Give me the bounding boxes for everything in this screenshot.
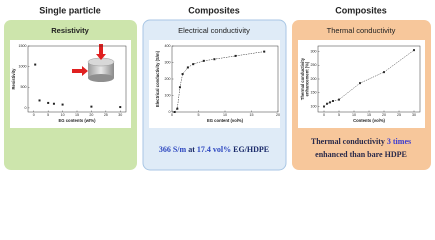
page: {"headings": ["Single particle", "Compos… [4,5,431,171]
x-tick-label: 25 [397,113,401,117]
caption-part: 366 S/m [159,145,187,154]
y-tick-label: 200 [311,77,317,81]
x-tick-label: 5 [338,113,340,117]
x-tick-label: 15 [367,113,371,117]
data-line [323,49,415,107]
y-axis-label: Thermal conductivity [300,57,305,100]
panel-heading: Composites [335,5,387,15]
particle-icon [72,44,115,82]
x-tick-label: 20 [382,113,386,117]
data-point [323,105,325,108]
x-tick-label: 0 [323,113,325,117]
caption: Thermal conductivity 3 times [311,137,411,146]
caption-part: EG/HDPE [231,145,269,154]
y-axis-label: Resistivity [11,68,16,90]
y-tick-label: 0 [169,110,171,114]
y-tick-label: 300 [165,60,171,64]
y-tick-label: 100 [165,93,171,97]
data-point [263,50,266,53]
data-point [326,102,328,105]
x-tick-label: 0 [33,113,35,117]
plot-bg [149,40,280,128]
data-point [38,99,41,102]
y-tick-label: 1000 [19,65,27,69]
data-point [413,49,415,52]
data-point [338,98,340,101]
data-point [332,100,334,102]
data-point [383,71,385,74]
x-tick-label: 15 [75,113,79,117]
data-point [192,63,195,66]
caption-part: 17.4 vol% [197,145,231,154]
x-axis-label: EG content (vol%) [207,118,244,123]
data-point [61,103,64,106]
data-point [329,101,331,104]
data-line [174,51,265,113]
x-tick-label: 0 [171,113,173,117]
x-tick-label: 10 [352,113,356,117]
y-tick-label: 200 [165,77,171,81]
x-tick-label: 10 [223,113,227,117]
data-point [34,63,37,66]
panel-heading: Single particle [39,5,101,15]
caption: 366 S/m at 17.4 vol% EG/HDPE [159,145,269,154]
y-tick-label: 0 [25,106,27,110]
caption-part: Thermal conductivity [311,137,387,146]
x-tick-label: 20 [89,113,93,117]
caption-part: 3 times [387,137,411,146]
x-tick-label: 10 [61,113,65,117]
data-point [181,73,184,76]
chart-title: Thermal conductivity [327,26,396,35]
y-tick-label: 400 [165,44,171,48]
y-axis-label: enhancement (%) [305,61,310,96]
chart-title: Electrical conductivity [178,26,250,35]
chart-title: Resistivity [51,26,89,35]
figure: Single particle Composites Composites Resis… [4,5,431,171]
data-point [47,101,50,104]
plot-bg [298,40,425,128]
data-point [359,82,361,85]
plot-bg [10,40,131,128]
data-point [178,86,181,89]
y-tick-label: 300 [311,49,317,53]
caption-part: enhanced than bare HDPE [315,150,407,159]
data-point [173,111,176,113]
x-tick-label: 5 [47,113,49,117]
data-point [176,107,179,110]
y-tick-label: 250 [311,63,317,67]
data-point [234,54,237,57]
y-tick-label: 500 [21,85,27,89]
x-tick-label: 30 [412,113,416,117]
x-tick-label: 20 [276,113,280,117]
data-point [213,58,216,61]
data-point [52,102,55,105]
y-tick-label: 100 [311,104,317,108]
caption-part: at [186,145,197,154]
x-tick-label: 30 [118,113,122,117]
x-tick-label: 25 [104,113,108,117]
y-tick-label: 1500 [19,44,27,48]
y-tick-label: 150 [311,91,317,95]
caption: enhanced than bare HDPE [315,150,407,159]
x-axis-label: EG contents (wt%) [59,118,97,123]
y-axis-label: Electrical conductivity (S/m) [155,50,160,107]
data-point [90,105,93,108]
data-point [119,106,122,109]
x-tick-label: 15 [250,113,254,117]
panel-heading: Composites [188,5,240,15]
data-point [186,66,189,69]
data-point [202,59,205,62]
x-tick-label: 5 [198,113,200,117]
x-axis-label: Contents (vol%) [353,118,385,123]
